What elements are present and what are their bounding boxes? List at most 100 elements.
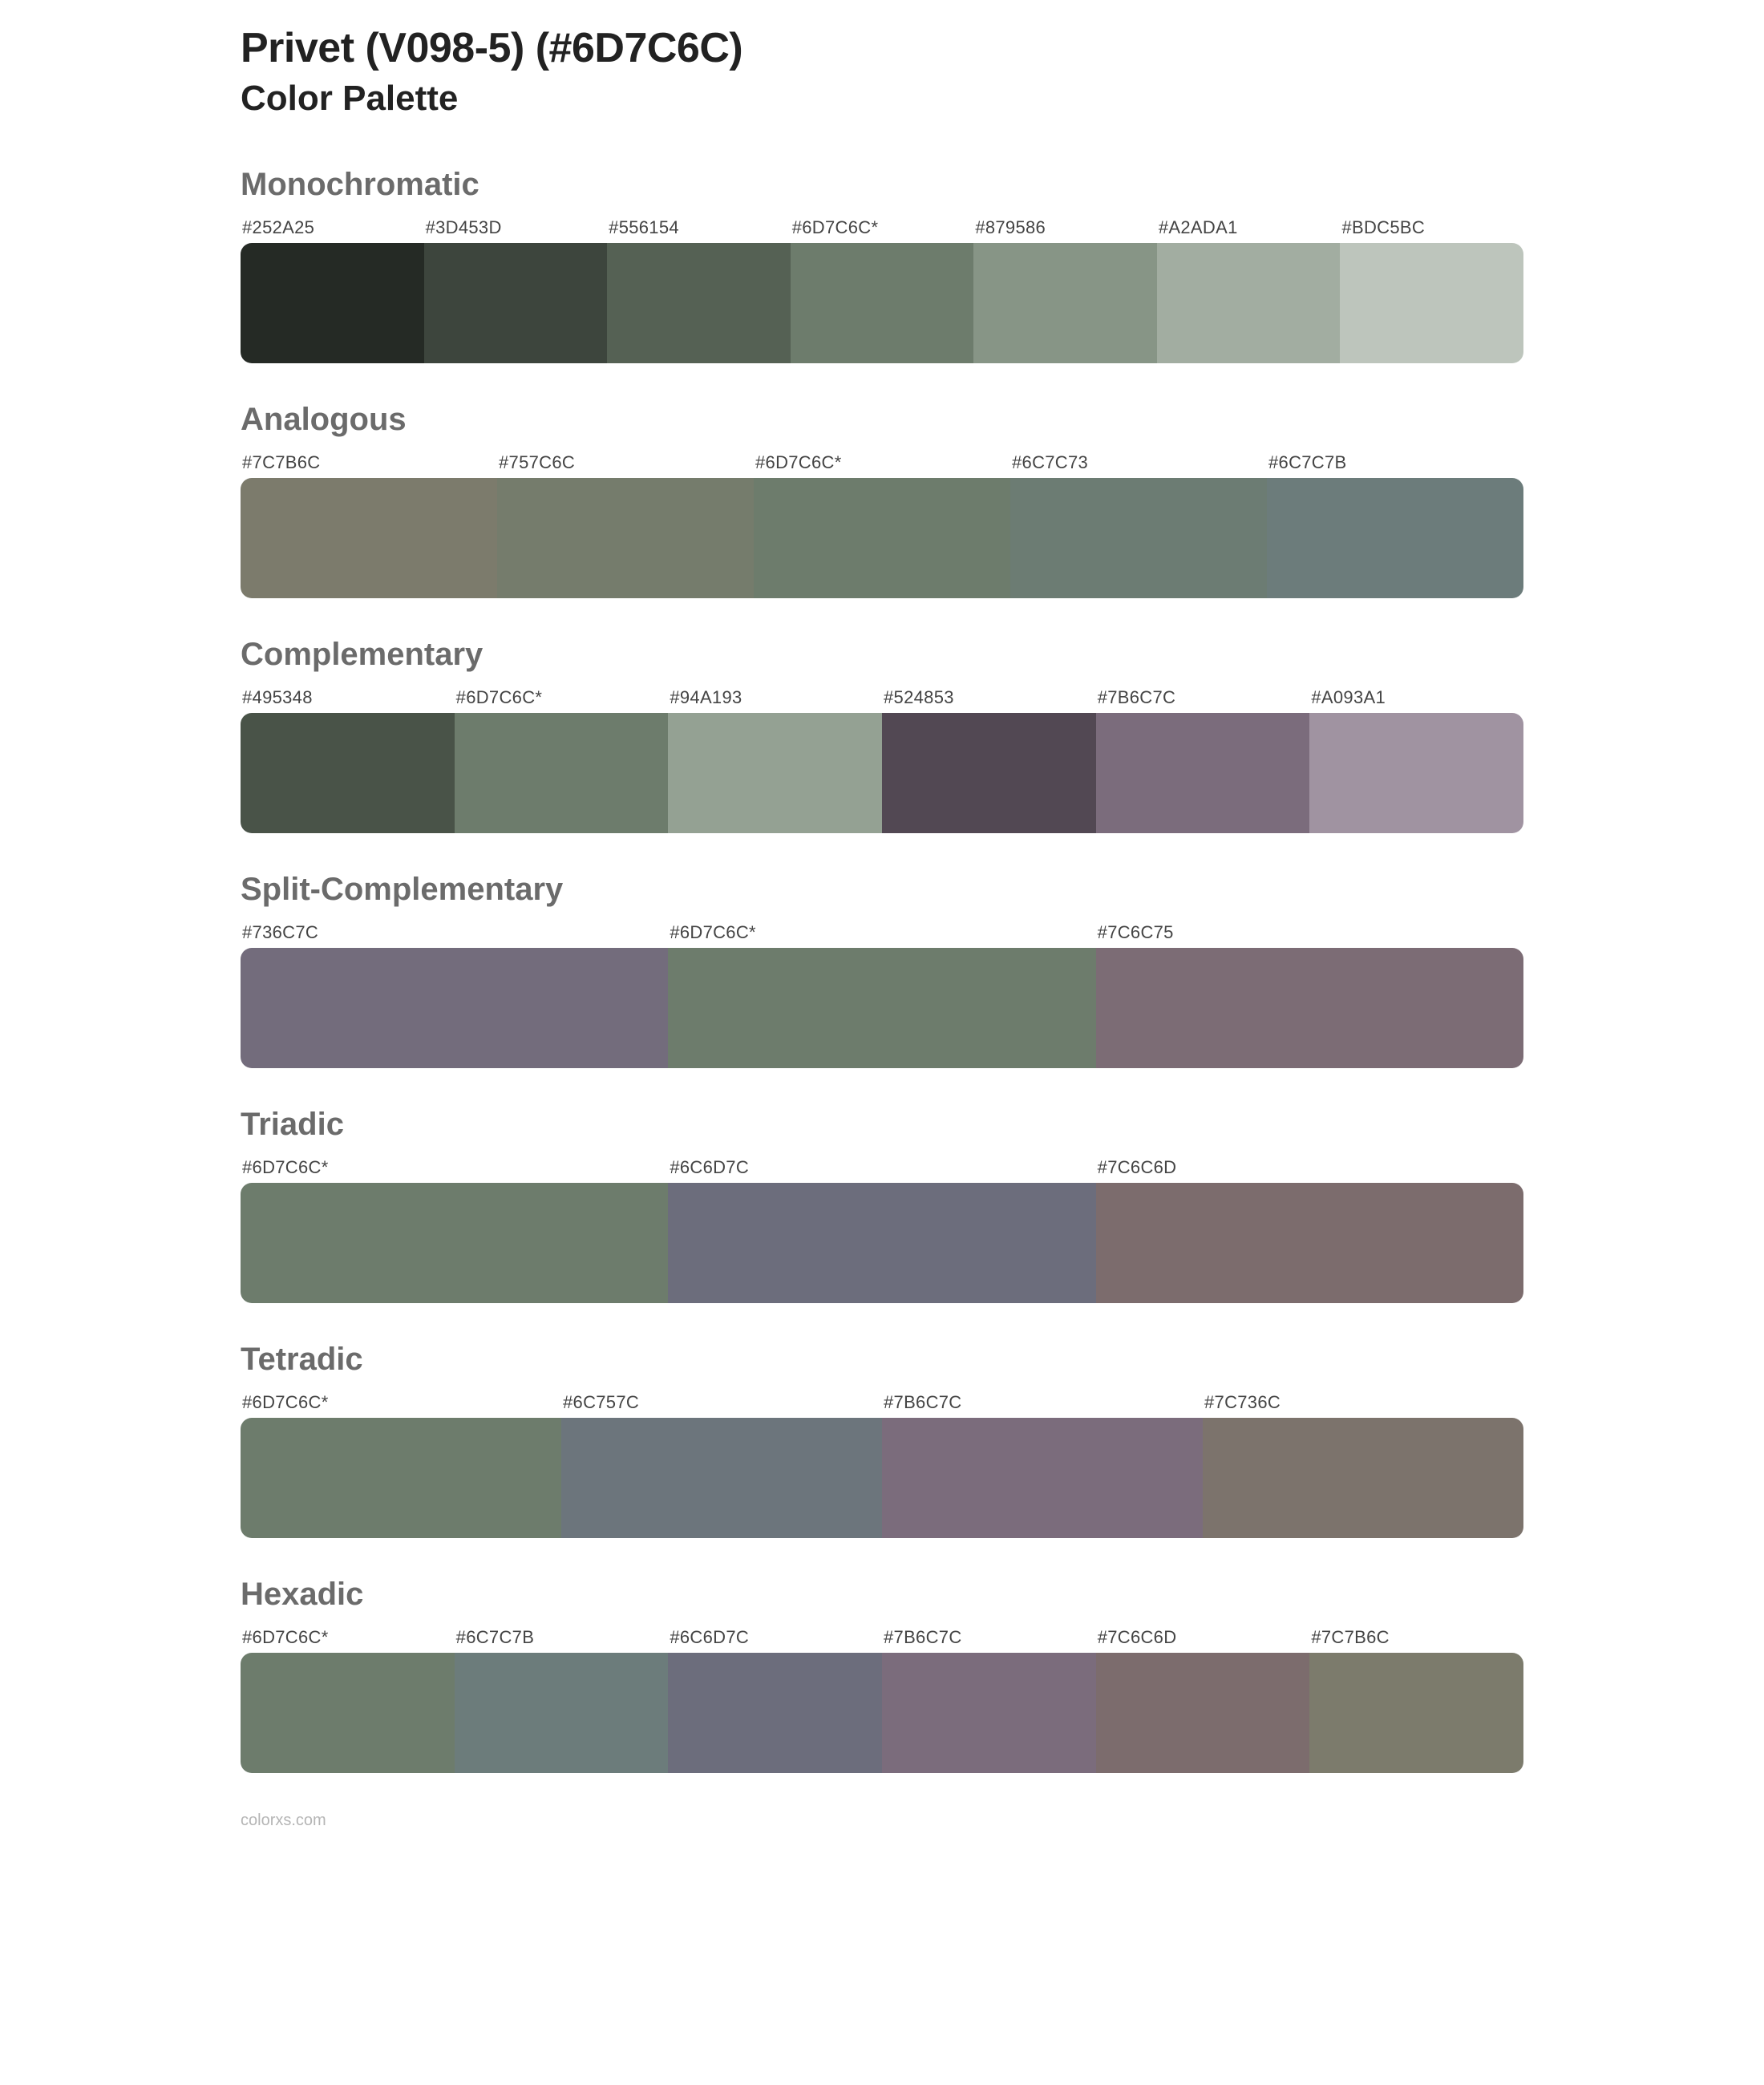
swatch-row (241, 478, 1523, 598)
color-swatch[interactable] (882, 1653, 1096, 1773)
labels-row: #495348#6D7C6C*#94A193#524853#7B6C7C#A09… (241, 682, 1523, 713)
hex-label: #7C6C6D (1096, 1152, 1523, 1183)
color-swatch[interactable] (1096, 948, 1523, 1068)
hex-label: #7C6C6D (1096, 1622, 1310, 1653)
color-swatch[interactable] (241, 948, 668, 1068)
color-swatch[interactable] (1010, 478, 1267, 598)
color-swatch[interactable] (424, 243, 608, 363)
hex-label: #7C7B6C (1309, 1622, 1523, 1653)
color-swatch[interactable] (455, 1653, 669, 1773)
color-swatch[interactable] (241, 1653, 455, 1773)
color-swatch[interactable] (1340, 243, 1523, 363)
color-swatch[interactable] (561, 1418, 882, 1538)
color-swatch[interactable] (882, 1418, 1203, 1538)
color-swatch[interactable] (1096, 1183, 1523, 1303)
color-swatch[interactable] (1267, 478, 1523, 598)
section-title: Split-Complementary (241, 872, 1523, 908)
palette-section: Monochromatic #252A25#3D453D#556154#6D7C6… (241, 167, 1523, 363)
palette-section: Tetradic #6D7C6C*#6C757C#7B6C7C#7C736C (241, 1342, 1523, 1538)
hex-label: #6D7C6C* (241, 1622, 455, 1653)
color-swatch[interactable] (241, 243, 424, 363)
color-swatch[interactable] (791, 243, 974, 363)
page-title: Privet (V098-5) (#6D7C6C) (241, 24, 1523, 72)
hex-label: #6C6D7C (668, 1152, 1095, 1183)
hex-label: #7B6C7C (1096, 682, 1310, 713)
color-swatch[interactable] (607, 243, 791, 363)
hex-label: #7B6C7C (882, 1387, 1203, 1418)
section-title: Tetradic (241, 1342, 1523, 1378)
hex-label: #6D7C6C* (791, 213, 974, 243)
hex-label: #6D7C6C* (754, 447, 1010, 478)
color-swatch[interactable] (668, 1183, 1095, 1303)
hex-label: #7C736C (1203, 1387, 1523, 1418)
color-swatch[interactable] (1157, 243, 1341, 363)
color-swatch[interactable] (241, 713, 455, 833)
color-swatch[interactable] (1309, 1653, 1523, 1773)
color-swatch[interactable] (1096, 1653, 1310, 1773)
hex-label: #7C6C75 (1096, 917, 1523, 948)
hex-label: #94A193 (668, 682, 882, 713)
palette-section: Analogous #7C7B6C#757C6C#6D7C6C*#6C7C73#6… (241, 402, 1523, 598)
hex-label: #6D7C6C* (241, 1387, 561, 1418)
color-swatch[interactable] (1096, 713, 1310, 833)
hex-label: #7C7B6C (241, 447, 497, 478)
color-swatch[interactable] (668, 948, 1095, 1068)
labels-row: #7C7B6C#757C6C#6D7C6C*#6C7C73#6C7C7B (241, 447, 1523, 478)
labels-row: #6D7C6C*#6C6D7C#7C6C6D (241, 1152, 1523, 1183)
hex-label: #495348 (241, 682, 455, 713)
labels-row: #252A25#3D453D#556154#6D7C6C*#879586#A2A… (241, 213, 1523, 243)
section-title: Hexadic (241, 1577, 1523, 1613)
color-swatch[interactable] (754, 478, 1010, 598)
palette-section: Triadic #6D7C6C*#6C6D7C#7C6C6D (241, 1107, 1523, 1303)
hex-label: #6C7C7B (455, 1622, 669, 1653)
section-title: Analogous (241, 402, 1523, 438)
palette-section: Hexadic #6D7C6C*#6C7C7B#6C6D7C#7B6C7C#7C6… (241, 1577, 1523, 1773)
swatch-row (241, 948, 1523, 1068)
hex-label: #3D453D (424, 213, 608, 243)
footer-credit: colorxs.com (241, 1812, 1523, 1830)
hex-label: #524853 (882, 682, 1096, 713)
hex-label: #A093A1 (1309, 682, 1523, 713)
palette-sections: Monochromatic#252A25#3D453D#556154#6D7C6… (241, 167, 1523, 1773)
hex-label: #252A25 (241, 213, 424, 243)
color-swatch[interactable] (1203, 1418, 1523, 1538)
labels-row: #736C7C#6D7C6C*#7C6C75 (241, 917, 1523, 948)
hex-label: #556154 (607, 213, 791, 243)
hex-label: #6C757C (561, 1387, 882, 1418)
hex-label: #6C7C73 (1010, 447, 1267, 478)
color-swatch[interactable] (497, 478, 754, 598)
color-swatch[interactable] (668, 713, 882, 833)
hex-label: #6D7C6C* (241, 1152, 668, 1183)
palette-section: Split-Complementary #736C7C#6D7C6C*#7C6C7… (241, 872, 1523, 1068)
swatch-row (241, 1653, 1523, 1773)
section-title: Complementary (241, 637, 1523, 673)
hex-label: #BDC5BC (1340, 213, 1523, 243)
color-swatch[interactable] (973, 243, 1157, 363)
hex-label: #6D7C6C* (455, 682, 669, 713)
hex-label: #6D7C6C* (668, 917, 1095, 948)
swatch-row (241, 243, 1523, 363)
section-title: Monochromatic (241, 167, 1523, 203)
hex-label: #736C7C (241, 917, 668, 948)
hex-label: #757C6C (497, 447, 754, 478)
section-title: Triadic (241, 1107, 1523, 1143)
hex-label: #7B6C7C (882, 1622, 1096, 1653)
color-swatch[interactable] (668, 1653, 882, 1773)
color-swatch[interactable] (1309, 713, 1523, 833)
color-swatch[interactable] (455, 713, 669, 833)
page-subtitle: Color Palette (241, 79, 1523, 119)
labels-row: #6D7C6C*#6C7C7B#6C6D7C#7B6C7C#7C6C6D#7C7… (241, 1622, 1523, 1653)
hex-label: #6C7C7B (1267, 447, 1523, 478)
swatch-row (241, 1183, 1523, 1303)
swatch-row (241, 713, 1523, 833)
color-swatch[interactable] (241, 478, 497, 598)
labels-row: #6D7C6C*#6C757C#7B6C7C#7C736C (241, 1387, 1523, 1418)
color-swatch[interactable] (241, 1418, 561, 1538)
hex-label: #A2ADA1 (1157, 213, 1341, 243)
hex-label: #6C6D7C (668, 1622, 882, 1653)
color-swatch[interactable] (241, 1183, 668, 1303)
color-swatch[interactable] (882, 713, 1096, 833)
hex-label: #879586 (973, 213, 1157, 243)
palette-section: Complementary #495348#6D7C6C*#94A193#5248… (241, 637, 1523, 833)
swatch-row (241, 1418, 1523, 1538)
